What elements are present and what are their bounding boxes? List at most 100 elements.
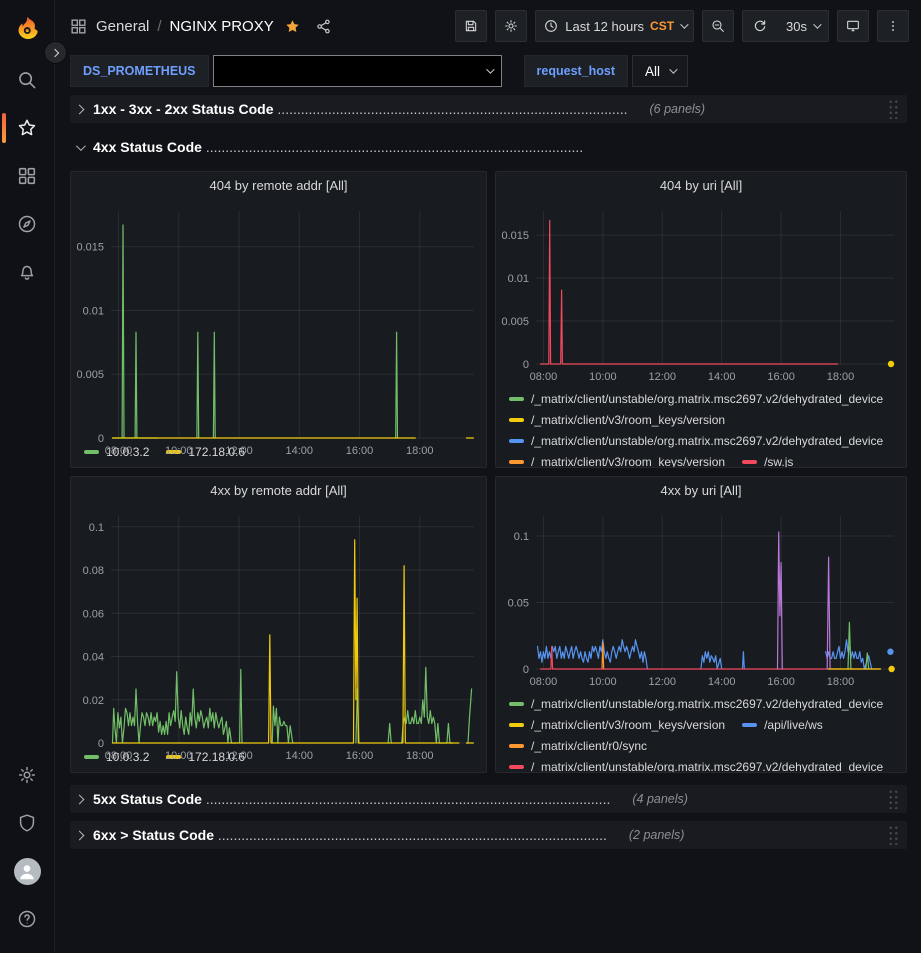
legend-item[interactable]: /_matrix/client/v3/room_keys/version bbox=[509, 451, 725, 467]
legend-item[interactable]: 172.18.0.6 bbox=[166, 746, 245, 767]
favorite-star-button[interactable] bbox=[284, 18, 301, 35]
person-icon bbox=[20, 865, 34, 880]
svg-text:16:00: 16:00 bbox=[346, 445, 374, 457]
svg-text:08:00: 08:00 bbox=[105, 445, 133, 457]
save-dashboard-button[interactable] bbox=[455, 10, 488, 42]
legend-item[interactable]: /api/live/ws bbox=[742, 714, 823, 735]
row-1xx-3xx-2xx[interactable]: 1xx - 3xx - 2xx Status Code ............… bbox=[70, 95, 907, 123]
zoom-out-time-button[interactable] bbox=[702, 10, 735, 42]
svg-text:10:00: 10:00 bbox=[589, 371, 617, 383]
grafana-logo-icon bbox=[18, 16, 38, 39]
refresh-interval-dropdown[interactable]: 30s bbox=[777, 11, 828, 41]
svg-text:0: 0 bbox=[98, 433, 104, 445]
row-4xx[interactable]: 4xx Status Code ........................… bbox=[70, 133, 907, 161]
host-variable-group: request_host All bbox=[523, 55, 689, 87]
gear-icon bbox=[18, 766, 36, 784]
datasource-variable-label[interactable]: DS_PROMETHEUS bbox=[70, 55, 209, 87]
panel-title[interactable]: 404 by remote addr [All] bbox=[209, 178, 348, 193]
panel-title[interactable]: 4xx by uri [All] bbox=[660, 483, 742, 498]
legend-series-label: 10.0.3.2 bbox=[106, 444, 150, 459]
row-drag-handle[interactable] bbox=[888, 825, 899, 845]
panel-title[interactable]: 404 by uri [All] bbox=[659, 178, 743, 193]
svg-text:0.005: 0.005 bbox=[76, 369, 104, 381]
chevron-right-icon bbox=[74, 794, 85, 804]
main-area: General / NGINX PROXY bbox=[55, 0, 921, 953]
svg-text:14:00: 14:00 bbox=[286, 445, 314, 457]
more-options-button[interactable] bbox=[877, 10, 909, 42]
host-variable-select[interactable]: All bbox=[632, 55, 689, 87]
legend-item[interactable]: /sw.js bbox=[742, 451, 793, 467]
cycle-view-mode-button[interactable] bbox=[837, 10, 869, 42]
sidebar-expand-button[interactable] bbox=[44, 41, 67, 64]
legend-series-label: /_matrix/client/unstable/org.matrix.msc2… bbox=[531, 391, 884, 406]
svg-text:12:00: 12:00 bbox=[648, 371, 676, 383]
zoom-out-icon bbox=[712, 20, 724, 32]
sidebar-item-starred[interactable] bbox=[0, 104, 54, 152]
legend-series-label: /_matrix/client/unstable/org.matrix.msc2… bbox=[531, 759, 884, 773]
sidebar-item-server-admin[interactable] bbox=[0, 799, 54, 847]
variables-bar: DS_PROMETHEUS request_host All bbox=[55, 52, 921, 90]
legend-item[interactable]: /_matrix/client/unstable/org.matrix.msc2… bbox=[509, 430, 883, 451]
panel-4xx-by-uri: 4xx by uri [All] 08:00 10:00 12:00 14:00 16:… bbox=[495, 476, 907, 773]
legend-item[interactable]: 10.0.3.2 bbox=[84, 746, 149, 767]
svg-text:10:00: 10:00 bbox=[165, 445, 193, 457]
share-button[interactable] bbox=[315, 18, 332, 35]
legend-item[interactable]: /_matrix/client/v3/room_keys/version bbox=[509, 714, 725, 735]
legend-series-swatch bbox=[166, 449, 182, 454]
row-drag-handle[interactable] bbox=[888, 789, 899, 809]
legend-series-swatch bbox=[509, 722, 524, 727]
save-icon bbox=[466, 20, 477, 32]
refresh-button[interactable] bbox=[743, 11, 777, 41]
legend-series-label: /api/live/ws bbox=[764, 717, 823, 732]
svg-text:16:00: 16:00 bbox=[346, 750, 374, 762]
sidebar-item-dashboards[interactable] bbox=[0, 152, 54, 200]
svg-text:14:00: 14:00 bbox=[286, 750, 314, 762]
sidebar-item-profile[interactable] bbox=[0, 847, 54, 895]
dashboard-grid-icon[interactable] bbox=[69, 17, 88, 36]
svg-text:0.06: 0.06 bbox=[83, 608, 104, 620]
chart-legend: 10.0.3.2 172.18.0.6 bbox=[71, 440, 486, 467]
sidebar-item-explore[interactable] bbox=[0, 200, 54, 248]
legend-item[interactable]: /_matrix/client/unstable/org.matrix.msc2… bbox=[509, 756, 883, 772]
legend-item[interactable]: /_matrix/client/unstable/org.matrix.msc2… bbox=[509, 388, 883, 409]
top-nav-actions: Last 12 hours CST 30s bbox=[455, 10, 909, 42]
timeseries-chart[interactable]: 08:00 10:00 12:00 14:00 16:00 18:00 0 0.005 0.01… bbox=[71, 199, 486, 457]
row-drag-handle[interactable] bbox=[888, 99, 899, 119]
page-title[interactable]: NGINX PROXY bbox=[169, 17, 274, 35]
dashboard-settings-button[interactable] bbox=[495, 10, 528, 42]
sidebar-item-alerting[interactable] bbox=[0, 248, 54, 296]
legend-series-swatch bbox=[742, 722, 758, 727]
legend-item[interactable]: /_matrix/client/v3/room_keys/version bbox=[509, 409, 725, 430]
grafana-logo[interactable] bbox=[0, 0, 54, 56]
datasource-variable-select[interactable] bbox=[212, 55, 502, 87]
legend-series-label: 172.18.0.6 bbox=[188, 444, 246, 459]
timeseries-chart[interactable]: 08:00 10:00 12:00 14:00 16:00 18:00 0 0.02 0.04 0… bbox=[71, 504, 486, 762]
sidebar bbox=[0, 0, 67, 953]
chart-legend: /_matrix/client/unstable/org.matrix.msc2… bbox=[496, 387, 906, 467]
sidebar-item-help[interactable] bbox=[0, 895, 54, 943]
timeseries-chart[interactable]: 08:00 10:00 12:00 14:00 16:00 18:00 0 0.005 0.01… bbox=[496, 199, 906, 387]
svg-text:12:00: 12:00 bbox=[225, 445, 253, 457]
legend-item[interactable]: 10.0.3.2 bbox=[84, 441, 149, 462]
panel-title[interactable]: 4xx by remote addr [All] bbox=[210, 483, 347, 498]
sidebar-item-configuration[interactable] bbox=[0, 751, 54, 799]
svg-text:14:00: 14:00 bbox=[708, 371, 736, 383]
legend-series-swatch bbox=[509, 417, 524, 422]
row-6xx[interactable]: 6xx > Status Code ......................… bbox=[70, 821, 907, 849]
timeseries-chart[interactable]: 08:00 10:00 12:00 14:00 16:00 18:00 0 0.05 0.1 bbox=[496, 504, 906, 692]
legend-item[interactable]: 172.18.0.6 bbox=[166, 441, 245, 462]
legend-item[interactable]: /_matrix/client/r0/sync bbox=[509, 735, 647, 756]
row-title: 6xx > Status Code ......................… bbox=[93, 827, 607, 843]
host-variable-label[interactable]: request_host bbox=[523, 55, 629, 87]
svg-text:18:00: 18:00 bbox=[827, 676, 855, 688]
legend-item[interactable]: /_matrix/client/unstable/org.matrix.msc2… bbox=[509, 693, 883, 714]
legend-series-label: /_matrix/client/v3/room_keys/version bbox=[531, 412, 726, 427]
svg-text:0: 0 bbox=[523, 664, 529, 676]
sidebar-item-search[interactable] bbox=[0, 56, 54, 104]
time-range-picker[interactable]: Last 12 hours CST bbox=[535, 10, 695, 42]
svg-text:0.1: 0.1 bbox=[89, 522, 104, 534]
svg-text:0: 0 bbox=[98, 738, 104, 750]
row-title: 1xx - 3xx - 2xx Status Code ............… bbox=[93, 101, 628, 117]
breadcrumb-folder[interactable]: General bbox=[96, 17, 150, 35]
row-5xx[interactable]: 5xx Status Code ........................… bbox=[70, 785, 907, 813]
